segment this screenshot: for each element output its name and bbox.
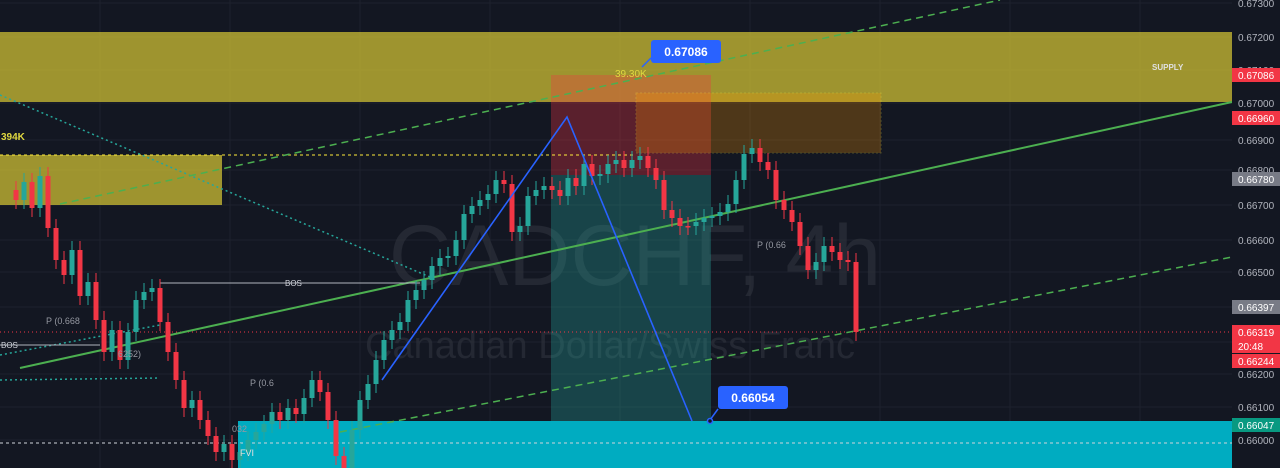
svg-text:0.67086: 0.67086 bbox=[1238, 71, 1275, 82]
candle bbox=[854, 253, 859, 341]
volume-label-mid: 39.30K bbox=[615, 69, 647, 80]
price-tag: 0.66244 bbox=[1232, 354, 1280, 368]
target-price-callout-text: 0.66054 bbox=[731, 391, 775, 405]
price-tag: 0.66397 bbox=[1232, 300, 1280, 314]
price-tick: 0.66200 bbox=[1238, 370, 1275, 381]
top-price-callout-text: 0.67086 bbox=[664, 45, 708, 59]
candle bbox=[46, 167, 51, 237]
price-tick: 0.66600 bbox=[1238, 236, 1275, 247]
svg-text:0.66319: 0.66319 bbox=[1238, 328, 1275, 339]
price-tag: 0.67086 bbox=[1232, 68, 1280, 82]
small-label-b: 032 bbox=[232, 424, 247, 434]
svg-text:0.66047: 0.66047 bbox=[1238, 421, 1275, 432]
candle bbox=[78, 241, 83, 305]
price-tick: 0.67000 bbox=[1238, 99, 1275, 110]
pivot-label-c: P (0.6 bbox=[250, 378, 274, 388]
demand-zone bbox=[238, 421, 1232, 468]
price-tick: 0.66700 bbox=[1238, 201, 1275, 212]
price-tag: 20:48 bbox=[1232, 339, 1280, 353]
svg-text:20:48: 20:48 bbox=[1238, 342, 1263, 353]
candle bbox=[510, 175, 515, 241]
price-tick: 0.67300 bbox=[1238, 0, 1275, 10]
svg-text:0.66960: 0.66960 bbox=[1238, 114, 1275, 125]
price-tag: 0.66047 bbox=[1232, 418, 1280, 432]
fvg-label: FVI bbox=[240, 448, 254, 458]
price-tick: 0.67200 bbox=[1238, 33, 1275, 44]
price-tick: 0.66100 bbox=[1238, 403, 1275, 414]
svg-text:0.66397: 0.66397 bbox=[1238, 303, 1275, 314]
top-price-callout[interactable]: 0.67086 bbox=[642, 40, 721, 67]
price-tag: 0.66319 bbox=[1232, 325, 1280, 339]
order-block bbox=[636, 93, 881, 153]
price-tag: 0.66960 bbox=[1232, 111, 1280, 125]
small-label-a: 6252) bbox=[118, 349, 141, 359]
price-tick: 0.66000 bbox=[1238, 436, 1275, 447]
volume-label-left: 394K bbox=[1, 132, 26, 143]
bos-label: BOS bbox=[285, 279, 302, 288]
svg-text:0.66780: 0.66780 bbox=[1238, 175, 1275, 186]
price-tag: 0.66780 bbox=[1232, 172, 1280, 186]
pivot-label-a: P (0.668 bbox=[46, 316, 80, 326]
supply-label: SUPPLY bbox=[1152, 63, 1184, 72]
price-tick: 0.66500 bbox=[1238, 268, 1275, 279]
bos-label-left: BOS bbox=[1, 341, 18, 350]
price-tick: 0.66900 bbox=[1238, 136, 1275, 147]
reward-box bbox=[551, 175, 711, 421]
pivot-label-b: P (0.66 bbox=[757, 240, 786, 250]
svg-text:0.66244: 0.66244 bbox=[1238, 357, 1275, 368]
